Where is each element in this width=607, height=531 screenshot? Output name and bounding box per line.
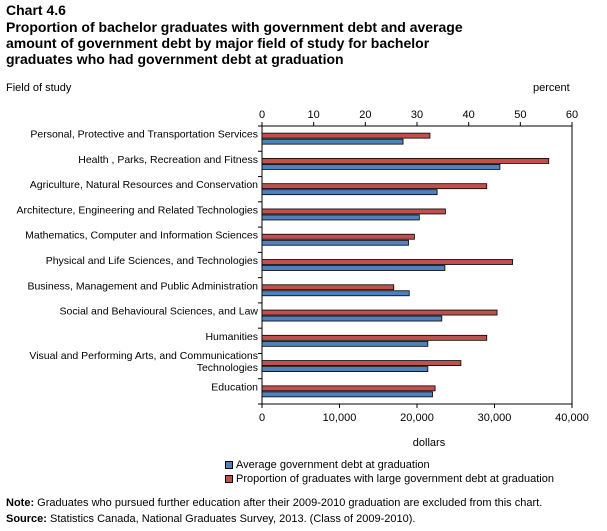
top-axis-tick-label: 60: [566, 109, 578, 121]
bottom-axis-tick-label: 20,000: [400, 412, 434, 424]
bar-large-debt-agriculture-natural-resources-and-conservation: [261, 183, 488, 190]
top-axis-tick-label: 0: [259, 109, 265, 121]
bar-large-debt-health-parks-recreation-and-fitness: [261, 158, 550, 164]
legend-item-large-debt: Proportion of graduates with large gover…: [225, 472, 554, 486]
bar-average-debt-physical-and-life-sciences-and-technologies: [261, 265, 446, 271]
legend-swatch-large-debt: [225, 475, 233, 483]
note-text: Graduates who pursued further education …: [34, 497, 543, 509]
bar-average-debt-visual-and-performing-arts-and-communications-technologies: [261, 366, 429, 372]
legend-item-average-debt: Average government debt at graduation: [225, 458, 554, 472]
bar-average-debt-education: [261, 391, 433, 398]
source-label: Source:: [6, 513, 47, 525]
bar-large-debt-personal-protective-and-transportation-services: [261, 132, 431, 139]
bar-large-debt-business-management-and-public-administration: [261, 284, 395, 291]
chart-note: Note: Graduates who pursued further educ…: [6, 497, 542, 509]
bar-average-debt-health-parks-recreation-and-fitness: [261, 164, 501, 170]
category-label-visual-and-performing-arts-and-communications-technologies: Visual and Performing Arts, and Communic…: [29, 350, 258, 374]
bar-large-debt-physical-and-life-sciences-and-technologies: [261, 259, 513, 265]
bar-large-debt-humanities: [261, 334, 488, 341]
bar-average-debt-agriculture-natural-resources-and-conservation: [261, 189, 438, 196]
category-label-education: Education: [211, 381, 258, 393]
bar-average-debt-social-and-behavioural-sciences-and-law: [261, 315, 443, 322]
top-axis-label: percent: [533, 82, 570, 94]
chart-source: Source: Statistics Canada, National Grad…: [6, 513, 415, 525]
category-label-architecture-engineering-and-related-technologies: Architecture, Engineering and Related Te…: [17, 204, 258, 216]
bottom-axis-tick-label: 30,000: [478, 412, 512, 424]
bottom-axis-label: dollars: [413, 437, 446, 449]
top-axis-tick-label: 50: [514, 109, 526, 121]
category-label-business-management-and-public-administration: Business, Management and Public Administ…: [27, 280, 258, 292]
source-text: Statistics Canada, National Graduates Su…: [46, 513, 416, 525]
category-label-personal-protective-and-transportation-services: Personal, Protective and Transportation …: [30, 129, 258, 141]
top-axis-tick-label: 30: [411, 109, 423, 121]
category-label-mathematics-computer-and-information-sciences: Mathematics, Computer and Information Sc…: [25, 230, 258, 242]
bar-large-debt-visual-and-performing-arts-and-communications-technologies: [261, 360, 462, 366]
category-label-social-and-behavioural-sciences-and-law: Social and Behavioural Sciences, and Law: [60, 306, 259, 318]
bar-average-debt-humanities: [261, 340, 429, 347]
top-axis-tick-label: 20: [359, 109, 371, 121]
top-axis-tick-label: 10: [308, 109, 320, 121]
category-label-humanities: Humanities: [205, 331, 258, 343]
note-label: Note:: [6, 497, 35, 509]
bottom-axis-tick-label: 0: [259, 412, 265, 424]
bar-average-debt-personal-protective-and-transportation-services: [261, 138, 404, 145]
category-label-health-parks-recreation-and-fitness: Health , Parks, Recreation and Fitness: [78, 154, 258, 166]
bottom-axis-tick-label: 10,000: [323, 412, 357, 424]
legend-swatch-average-debt: [225, 461, 233, 469]
chart-title: Proportion of bachelor graduates with go…: [6, 19, 463, 67]
bar-average-debt-mathematics-computer-and-information-sciences: [261, 239, 409, 246]
bottom-axis-tick-label: 40,000: [555, 412, 589, 424]
bar-large-debt-architecture-engineering-and-related-technologies: [261, 208, 446, 215]
bar-average-debt-architecture-engineering-and-related-technologies: [261, 214, 420, 221]
top-axis-tick-label: 40: [463, 109, 475, 121]
bar-average-debt-business-management-and-public-administration: [261, 290, 410, 297]
y-axis-label: Field of study: [6, 82, 72, 94]
legend-label-average-debt: Average government debt at graduation: [236, 459, 430, 471]
category-label-agriculture-natural-resources-and-conservation: Agriculture, Natural Resources and Conse…: [30, 179, 258, 191]
bar-large-debt-mathematics-computer-and-information-sciences: [261, 233, 415, 240]
category-label-physical-and-life-sciences-and-technologies: Physical and Life Sciences, and Technolo…: [46, 255, 258, 267]
chart-number: Chart 4.6: [6, 2, 66, 18]
bar-large-debt-social-and-behavioural-sciences-and-law: [261, 309, 498, 316]
legend: Average government debt at graduation Pr…: [225, 458, 554, 486]
bar-large-debt-education: [261, 385, 436, 392]
legend-label-large-debt: Proportion of graduates with large gover…: [236, 473, 554, 485]
